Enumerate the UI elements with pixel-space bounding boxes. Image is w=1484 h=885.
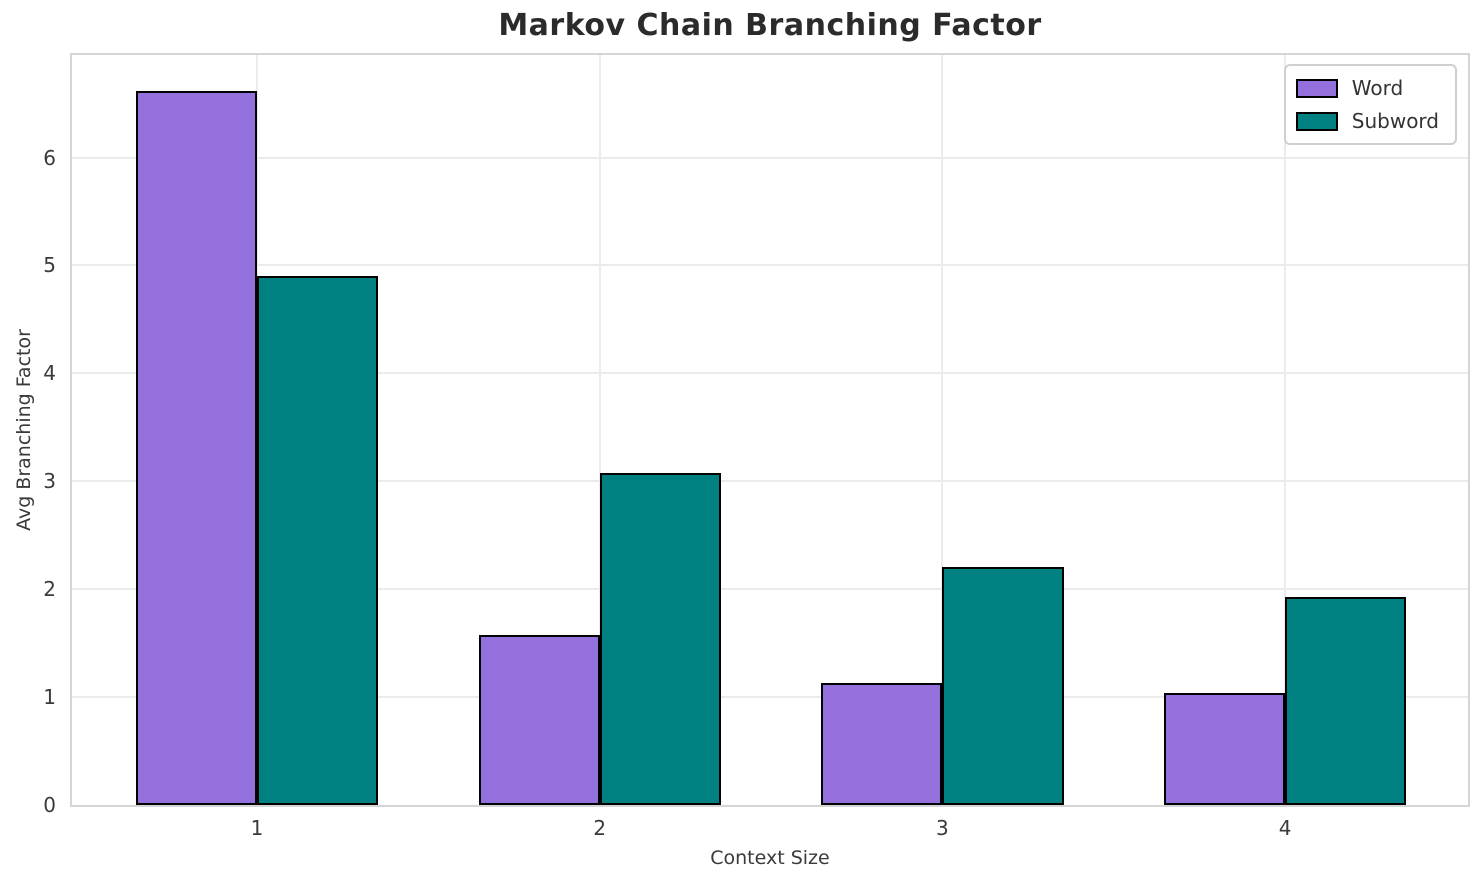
bar-word-x1 [135, 90, 257, 805]
y-tick-5: 5 [43, 253, 56, 278]
h-gridline-4 [72, 372, 1468, 375]
bar-subword-x4 [1285, 596, 1407, 805]
y-axis-label: Avg Branching Factor [13, 329, 35, 531]
bar-word-x4 [1163, 692, 1286, 805]
legend-label-subword: Subword [1351, 109, 1439, 133]
legend-item-subword: Subword [1295, 109, 1439, 133]
y-tick-6: 6 [43, 145, 56, 170]
h-gridline-2 [72, 588, 1468, 591]
h-gridline-6 [72, 156, 1468, 159]
v-gridline-2 [598, 55, 601, 805]
h-gridline-1 [72, 696, 1468, 699]
y-tick-4: 4 [43, 361, 56, 386]
legend-items: Word Subword [1295, 76, 1439, 133]
bar-subword-x1 [256, 276, 379, 805]
legend: Word Subword [1283, 64, 1457, 145]
y-tick-0: 0 [43, 793, 56, 817]
legend-item-word: Word [1295, 76, 1439, 100]
legend-swatch-word [1295, 78, 1338, 98]
y-tick-1: 1 [43, 685, 56, 710]
x-tick-3: 3 [936, 816, 949, 840]
y-tick-2: 2 [43, 577, 56, 602]
v-gridline-4 [1284, 55, 1287, 805]
legend-label-word: Word [1351, 76, 1404, 100]
v-gridline-3 [941, 55, 944, 805]
h-gridline-3 [72, 480, 1468, 483]
x-tick-4: 4 [1278, 816, 1292, 840]
plot-area: Word Subword [70, 53, 1470, 807]
x-tick-1: 1 [250, 816, 264, 840]
y-tick-3: 3 [43, 469, 56, 494]
x-tick-2: 2 [593, 816, 607, 840]
x-axis-label: Context Size [710, 847, 830, 869]
bar-word-x3 [821, 683, 943, 805]
chart-title: Markov Chain Branching Factor [498, 8, 1042, 43]
bar-subword-x2 [599, 472, 721, 805]
h-gridline-5 [72, 264, 1468, 267]
legend-swatch-subword [1295, 111, 1338, 131]
bar-word-x2 [478, 634, 600, 805]
bar-subword-x3 [942, 566, 1064, 805]
